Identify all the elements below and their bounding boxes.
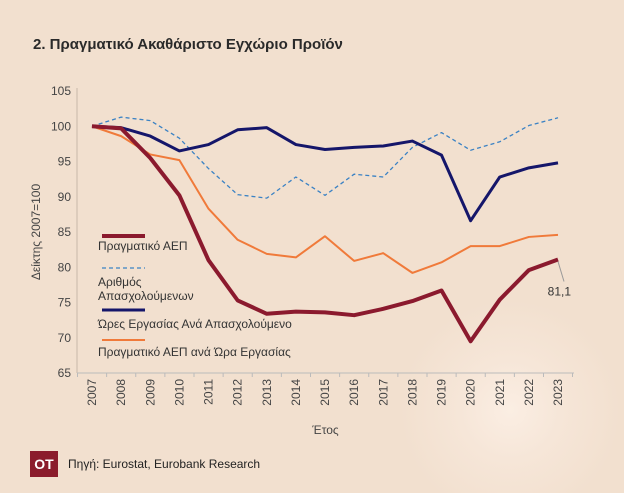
annotation-label: 81,1 <box>548 284 572 298</box>
y-tick-label: 95 <box>58 155 72 169</box>
x-tick-label: 2016 <box>347 379 361 406</box>
y-axis-title: Δείκτης 2007=100 <box>29 184 43 281</box>
legend-label: Αριθμός <box>98 275 142 289</box>
x-tick-label: 2008 <box>114 379 128 406</box>
x-tick-label: 2022 <box>522 379 536 406</box>
x-tick-label: 2015 <box>318 379 332 406</box>
y-tick-label: 85 <box>58 225 72 239</box>
legend-label: Πραγματικό ΑΕΠ <box>98 239 188 253</box>
chart-title: 2. Πραγματικό Ακαθάριστο Εγχώριο Προϊόν <box>33 36 343 53</box>
series-line-0 <box>91 124 559 344</box>
y-tick-label: 75 <box>58 296 72 310</box>
x-tick-label: 2021 <box>493 379 507 406</box>
legend-label: Ώρες Εργασίας Ανά Απασχολούμενο <box>97 317 292 331</box>
x-tick-label: 2010 <box>172 379 186 406</box>
x-tick-label: 2023 <box>551 379 565 406</box>
legend-label: Απασχολούμενων <box>98 289 194 303</box>
y-tick-label: 105 <box>51 84 71 98</box>
y-tick-label: 80 <box>58 260 72 274</box>
x-tick-label: 2020 <box>464 379 478 406</box>
x-tick-label: 2018 <box>405 379 419 406</box>
x-tick-label: 2017 <box>376 379 390 406</box>
y-tick-label: 90 <box>58 190 72 204</box>
x-axis-title: Έτος <box>311 423 339 437</box>
legend-label: Πραγματικό ΑΕΠ ανά Ώρα Εργασίας <box>98 345 291 359</box>
x-tick-label: 2009 <box>143 379 157 406</box>
y-tick-label: 70 <box>58 331 72 345</box>
annotation-leader <box>557 261 565 282</box>
y-tick-label: 100 <box>51 119 71 133</box>
x-tick-label: 2007 <box>85 379 99 406</box>
x-tick-label: 2011 <box>202 379 216 405</box>
x-tick-label: 2013 <box>260 379 274 406</box>
x-tick-label: 2014 <box>289 379 303 406</box>
x-tick-label: 2012 <box>231 379 245 406</box>
ot-logo: OT <box>30 451 58 477</box>
source-note: Πηγή: Eurostat, Eurobank Research <box>68 457 261 471</box>
y-tick-label: 65 <box>58 366 72 380</box>
x-tick-label: 2019 <box>435 379 449 406</box>
